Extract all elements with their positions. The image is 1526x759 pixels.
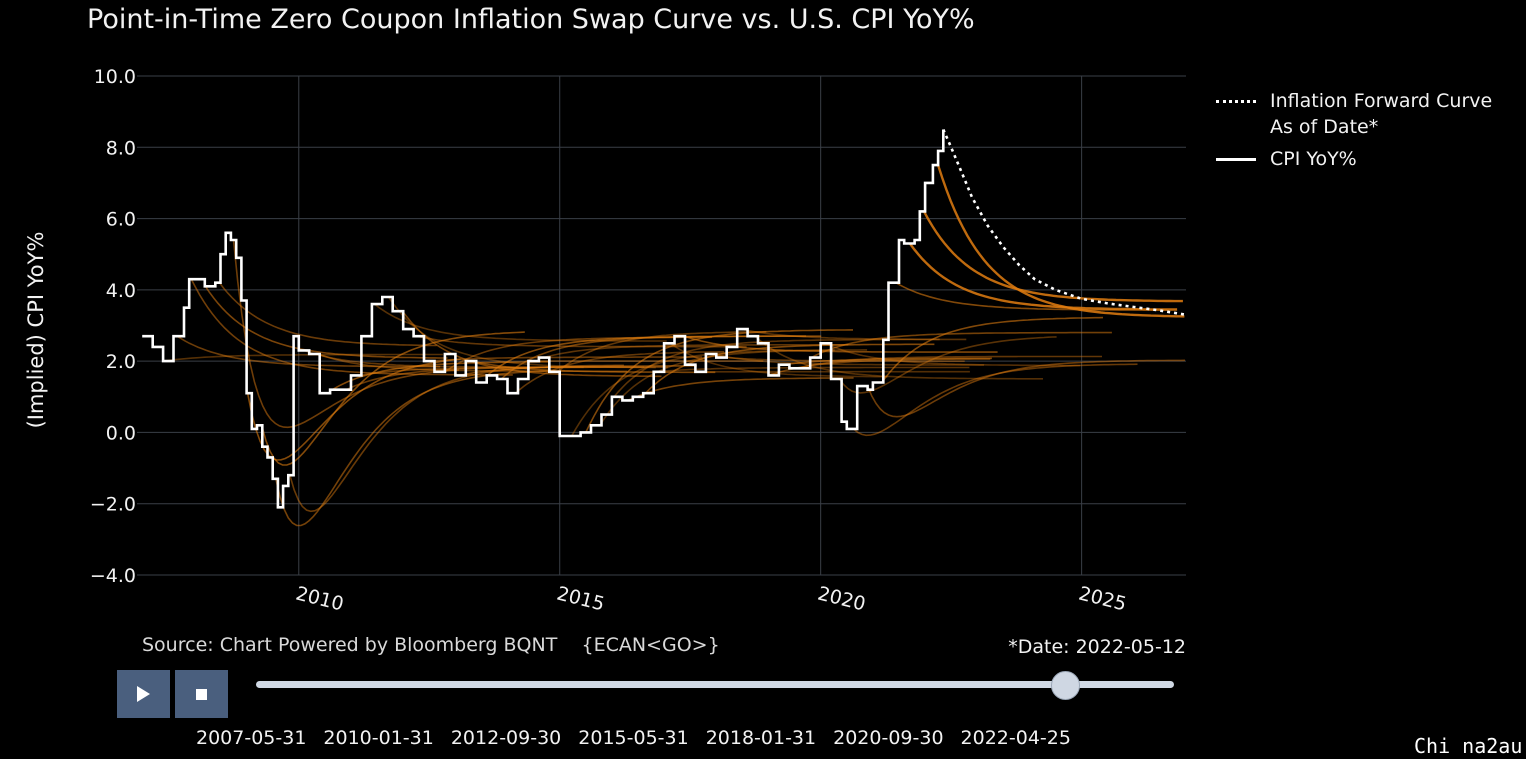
- x-tick-label: 2015: [555, 583, 607, 616]
- date-slider-track[interactable]: [256, 681, 1174, 688]
- forward-curve-line: [783, 357, 992, 366]
- play-icon: [137, 686, 150, 702]
- chart-plot: −4.0 −2.0 0.0 2.0 4.0 6.0 8.0 10.0 2010 2015 2020 2…: [90, 66, 1187, 616]
- forward-curve-line: [908, 242, 1178, 311]
- stop-button[interactable]: [175, 670, 228, 718]
- forward-curve-line: [289, 364, 624, 513]
- x-tick-label: 2025: [1076, 583, 1128, 616]
- cpi-yoy-line: [142, 129, 945, 509]
- y-tick-label: 10.0: [94, 66, 136, 88]
- slider-label[interactable]: 2010-01-31: [323, 727, 434, 749]
- dotted-line-icon: [1216, 100, 1256, 103]
- forward-curve-line: [936, 164, 1185, 318]
- forward-curve-line: [374, 303, 667, 342]
- forward-curve-line: [656, 366, 970, 373]
- forward-curve-line: [627, 377, 854, 402]
- watermark: Chi na2au: [1414, 734, 1523, 758]
- forward-curve-line: [712, 353, 984, 366]
- y-tick-label: −2.0: [90, 494, 136, 516]
- forward-curve-line: [416, 335, 747, 348]
- slider-label[interactable]: 2007-05-31: [196, 727, 307, 749]
- forward-curve-line: [472, 360, 716, 374]
- chart-title: Point-in-Time Zero Coupon Inflation Swap…: [87, 4, 975, 35]
- forward-curve-line: [825, 342, 1081, 367]
- as-of-date: *Date: 2022-05-12: [1008, 636, 1186, 658]
- forward-curve-line: [754, 335, 1043, 380]
- forward-curve-line: [246, 358, 461, 461]
- legend: Inflation Forward Curve As of Date* CPI …: [1212, 88, 1492, 178]
- forward-curve-line: [331, 361, 550, 391]
- forward-curve-line: [430, 356, 703, 362]
- y-tick-label: 4.0: [106, 280, 136, 302]
- slider-label[interactable]: 2012-09-30: [450, 727, 562, 749]
- y-axis-label: (Implied) CPI YoY%: [24, 231, 48, 429]
- forward-curve-line: [543, 344, 849, 359]
- legend-item-cpi[interactable]: CPI YoY%: [1212, 146, 1492, 172]
- slider-label[interactable]: 2018-01-31: [705, 727, 817, 749]
- y-tick-label: 8.0: [106, 137, 136, 159]
- slider-label[interactable]: 2015-05-31: [578, 727, 689, 749]
- x-tick-label: 2010: [294, 583, 346, 616]
- slider-label[interactable]: 2022-04-25: [960, 727, 1071, 749]
- historical-forward-curves: [163, 164, 1186, 527]
- forward-curve-line: [163, 353, 443, 362]
- slider-label[interactable]: 2020-09-30: [833, 727, 944, 749]
- forward-curve-line: [881, 316, 1104, 383]
- forward-curve-line: [726, 356, 965, 362]
- x-tick-label: 2020: [815, 583, 867, 616]
- forward-curve-line: [810, 331, 1112, 359]
- forward-curve-line: [345, 366, 668, 391]
- solid-line-icon: [1216, 158, 1256, 161]
- legend-label-forward-line1: Inflation Forward Curve: [1270, 90, 1493, 112]
- legend-label-cpi: CPI YoY%: [1270, 148, 1357, 170]
- legend-label-forward-line2: As of Date*: [1270, 116, 1379, 138]
- forward-curve-line: [360, 366, 645, 377]
- y-tick-label: 0.0: [106, 422, 136, 444]
- forward-curve-line: [176, 335, 441, 368]
- forward-curve-line: [218, 282, 437, 347]
- y-tick-label: −4.0: [90, 565, 136, 587]
- forward-curve-line: [641, 343, 935, 398]
- forward-curve-line: [797, 355, 1102, 370]
- forward-curve-line: [585, 329, 853, 433]
- y-tick-label: 2.0: [106, 351, 136, 373]
- date-slider-thumb[interactable]: [1050, 671, 1080, 700]
- series-layer: [142, 128, 1187, 509]
- forward-curve-line: [599, 349, 868, 426]
- legend-item-forward-curve[interactable]: Inflation Forward Curve As of Date*: [1212, 88, 1492, 140]
- y-tick-label: 6.0: [106, 209, 136, 231]
- source-note: Source: Chart Powered by Bloomberg BQNT …: [142, 634, 720, 656]
- forward-curve-line: [557, 330, 767, 373]
- forward-curve-line: [866, 359, 1186, 418]
- forward-curve-line: [838, 336, 1057, 394]
- forward-curve-line: [740, 328, 967, 341]
- grid-lines: [137, 75, 1186, 576]
- forward-curve-line: [922, 210, 1183, 303]
- forward-curve-line: [401, 310, 662, 378]
- play-button[interactable]: [117, 670, 170, 718]
- forward-curve-line: [458, 365, 698, 377]
- slider-labels: 2007-05-31 2010-01-31 2012-09-30 2015-05…: [196, 727, 1088, 749]
- forward-curve-line: [853, 363, 1138, 437]
- forward-curve-as-of-date-line: [942, 128, 1187, 317]
- forward-curve-line: [260, 331, 525, 466]
- stop-icon: [196, 688, 207, 700]
